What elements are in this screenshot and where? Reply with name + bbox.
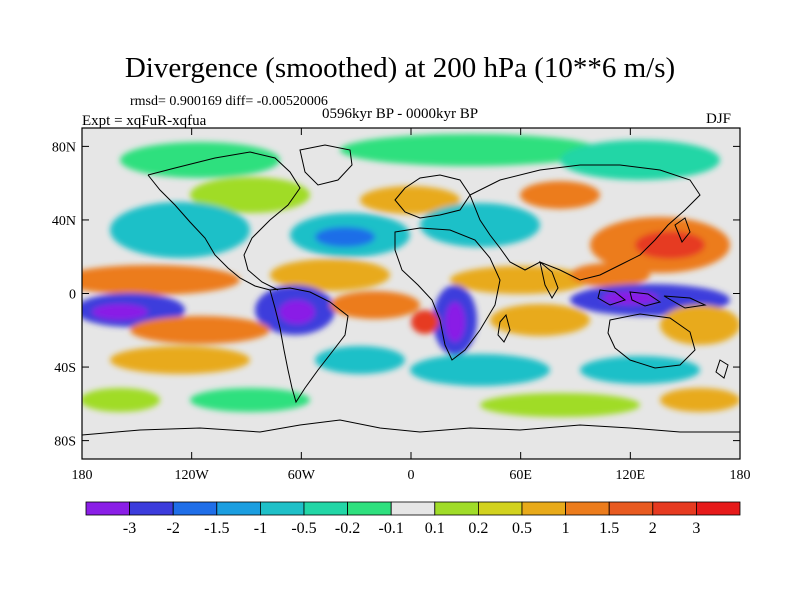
lon-tick-label: 60W — [288, 468, 316, 483]
colorbar-swatch — [652, 501, 697, 516]
lon-tick-label: 0 — [408, 468, 415, 483]
latitude-axis: 80N 40N 0 40S 80S — [52, 140, 740, 450]
colorbar-swatch — [477, 501, 523, 516]
period-label: 0596kyr BP - 0000kyr BP — [322, 106, 479, 122]
lon-tick-label: 60E — [509, 468, 532, 483]
map-field — [82, 128, 740, 459]
lon-tick-label: 180 — [72, 468, 93, 483]
lat-tick-label: 40N — [52, 214, 76, 229]
colorbar-label: 1.5 — [599, 520, 619, 537]
colorbar-label: -0.5 — [291, 520, 316, 537]
colorbar-label: -0.2 — [335, 520, 360, 537]
coastlines — [82, 144, 740, 436]
colorbar-label: -1.5 — [204, 520, 229, 537]
colorbar-swatch — [216, 501, 261, 516]
colorbar-label: 0.2 — [468, 520, 488, 537]
colorbar-label: 2 — [649, 520, 657, 537]
lat-tick-label: 40S — [54, 361, 76, 376]
colorbar-label: 0.1 — [425, 520, 445, 537]
colorbar-swatch — [608, 501, 654, 516]
colorbar-label: -3 — [123, 520, 136, 537]
lat-tick-label: 0 — [69, 288, 76, 303]
colorbar-label: -0.1 — [379, 520, 404, 537]
experiment-label: Expt = xqFuR-xqfua — [82, 113, 207, 129]
colorbar-swatch — [434, 501, 479, 516]
lat-tick-label: 80N — [52, 140, 76, 155]
colorbar-swatch — [172, 501, 218, 516]
lon-tick-label: 120E — [616, 468, 646, 483]
lon-tick-label: 120W — [175, 468, 210, 483]
contour-fill — [82, 134, 740, 417]
longitude-axis: 180 120W 60W 0 60E 120E 180 — [72, 128, 751, 483]
figure-title: Divergence (smoothed) at 200 hPa (10**6 … — [124, 52, 676, 84]
colorbar-swatch — [259, 501, 305, 516]
colorbar-label: -1 — [254, 520, 267, 537]
colorbar-label: -2 — [167, 520, 180, 537]
lon-tick-label: 180 — [730, 468, 751, 483]
colorbar: -3 -2 -1.5 -1 -0.5 -0.2 -0.1 0.1 0.2 0.5 1 1.5 2 3 — [85, 501, 741, 537]
colorbar-label: 0.5 — [512, 520, 532, 537]
colorbar-swatch — [129, 501, 174, 516]
colorbar-swatch — [303, 501, 348, 516]
colorbar-swatch — [565, 501, 610, 516]
colorbar-swatch — [696, 501, 741, 516]
season-label: DJF — [706, 111, 732, 127]
colorbar-label: 1 — [562, 520, 570, 537]
stats-text: rmsd= 0.900169 diff= -0.00520006 — [130, 94, 328, 109]
lat-tick-label: 80S — [54, 435, 76, 450]
colorbar-label: 3 — [692, 520, 700, 537]
colorbar-swatch — [85, 501, 130, 516]
colorbar-swatch — [521, 501, 566, 516]
colorbar-swatch — [390, 501, 436, 516]
colorbar-swatch — [347, 501, 392, 516]
